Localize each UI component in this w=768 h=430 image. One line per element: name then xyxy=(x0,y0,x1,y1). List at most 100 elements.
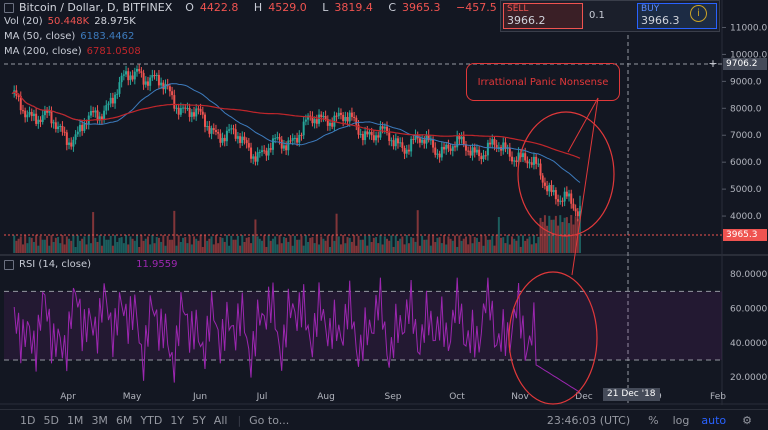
volume-legend[interactable]: Vol (20) 50.448K 28.975K xyxy=(4,16,136,27)
candle-body xyxy=(39,119,42,122)
candle-body xyxy=(155,74,158,76)
range-5y[interactable]: 5Y xyxy=(192,413,206,427)
candle-body xyxy=(35,113,38,124)
annotation-connector xyxy=(571,97,599,276)
candle-body xyxy=(322,116,325,118)
candle-body xyxy=(532,156,535,165)
candle-body xyxy=(449,148,452,151)
range-1y[interactable]: 1Y xyxy=(170,413,185,427)
volume-bar xyxy=(105,239,108,253)
candle-body xyxy=(497,147,500,149)
plus-icon[interactable]: + xyxy=(708,57,718,70)
range-ytd[interactable]: YTD xyxy=(140,413,163,427)
volume-bar xyxy=(217,243,220,253)
candle-body xyxy=(350,112,353,117)
candle-body xyxy=(149,77,152,86)
volume-bar xyxy=(175,245,178,253)
volume-bar xyxy=(280,243,283,253)
volume-bar xyxy=(449,238,452,253)
info-icon[interactable]: i xyxy=(690,5,707,22)
settings-gear-icon[interactable]: ⚙ xyxy=(742,413,752,427)
volume-bar xyxy=(35,235,38,253)
volume-bar xyxy=(495,235,498,253)
candle-body xyxy=(28,111,31,115)
volume-bar xyxy=(285,237,288,253)
range-1m[interactable]: 1M xyxy=(66,413,84,427)
candle-body xyxy=(572,203,575,209)
candle-body xyxy=(74,134,77,140)
candle-body xyxy=(366,131,369,135)
collapse-icon[interactable] xyxy=(4,259,14,270)
volume-bar xyxy=(50,235,53,253)
volume-bar xyxy=(456,246,459,253)
volume-bar xyxy=(386,238,389,253)
volume-bar xyxy=(234,239,237,253)
candle-body xyxy=(407,149,410,152)
candle-body xyxy=(50,111,53,124)
candle-body xyxy=(17,95,20,97)
candle-body xyxy=(372,135,375,141)
annotation-box[interactable]: Irrattional Panic Nonsense xyxy=(466,63,620,101)
range-3m[interactable]: 3M xyxy=(91,413,108,427)
volume-bar xyxy=(526,238,529,253)
ma200-value: 6781.0508 xyxy=(86,46,141,57)
volume-ma-value: 28.975K xyxy=(94,16,136,27)
volume-bar xyxy=(416,210,419,253)
range-all[interactable]: All xyxy=(213,413,228,427)
volume-bar xyxy=(186,243,189,253)
volume-bar xyxy=(127,244,130,253)
volume-bar xyxy=(480,235,483,253)
volume-bar xyxy=(219,237,222,253)
volume-bar xyxy=(125,235,128,253)
volume-bar xyxy=(530,244,533,253)
candle-body xyxy=(118,82,121,94)
candle-body xyxy=(339,112,342,115)
volume-bar xyxy=(151,235,154,253)
spread-value: 0.1 xyxy=(589,10,605,21)
volume-bar xyxy=(445,244,448,253)
rsi-legend[interactable]: RSI (14, close) 11.9559 xyxy=(4,259,177,270)
candle-body xyxy=(320,114,323,118)
volume-bar xyxy=(453,235,456,253)
candle-body xyxy=(203,114,206,127)
candle-body xyxy=(546,185,549,192)
volume-bar xyxy=(482,245,485,253)
collapse-icon[interactable] xyxy=(4,2,14,13)
candle-body xyxy=(269,148,272,150)
goto-button[interactable]: Go to... xyxy=(249,413,290,427)
rsi-tick-label: 80.0000 xyxy=(730,270,767,280)
range-6m[interactable]: 6M xyxy=(115,413,133,427)
range-1d[interactable]: 1D xyxy=(20,413,36,427)
volume-bar xyxy=(129,236,132,253)
candle-body xyxy=(550,185,553,193)
candle-body xyxy=(421,139,424,143)
candle-body xyxy=(140,71,143,73)
log-toggle[interactable]: log xyxy=(672,413,690,427)
auto-toggle[interactable]: auto xyxy=(701,413,727,427)
candle-body xyxy=(541,175,544,183)
volume-bar xyxy=(460,240,463,253)
range-5d[interactable]: 5D xyxy=(43,413,59,427)
candle-body xyxy=(447,144,450,149)
candle-body xyxy=(225,130,228,142)
candle-body xyxy=(98,116,101,121)
candle-body xyxy=(289,140,292,142)
percent-toggle[interactable]: % xyxy=(648,413,659,427)
volume-bar xyxy=(136,235,139,253)
sell-button[interactable]: SELL 3966.2 xyxy=(503,3,583,29)
candle-body xyxy=(559,200,562,202)
candle-body xyxy=(298,134,301,143)
candle-body xyxy=(434,147,437,155)
volume-bar xyxy=(359,239,362,253)
volume-bar xyxy=(276,244,279,253)
ma50-legend[interactable]: MA (50, close) 6183.4462 xyxy=(4,31,134,42)
volume-bar xyxy=(146,236,149,253)
candle-body xyxy=(513,160,516,162)
ma200-legend[interactable]: MA (200, close) 6781.0508 xyxy=(4,46,141,57)
candle-body xyxy=(116,93,119,95)
volume-bar xyxy=(197,240,200,253)
candle-body xyxy=(131,75,134,80)
candle-body xyxy=(190,112,193,117)
